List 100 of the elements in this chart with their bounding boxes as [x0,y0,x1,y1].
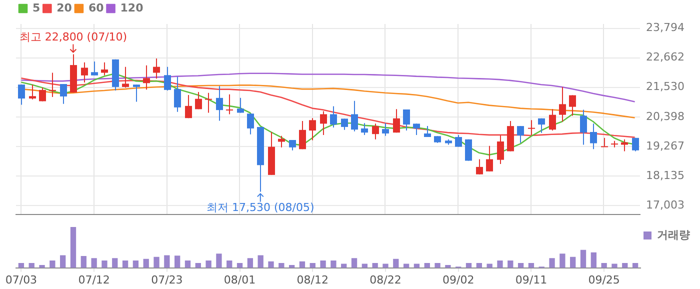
candlestick [382,122,389,136]
candlestick [497,135,504,164]
candlestick [351,100,358,132]
bar [632,262,638,268]
bar [466,262,472,268]
candlestick [60,84,67,104]
bar [268,261,274,268]
bar [91,258,97,268]
y-tick-label: 18,135 [646,168,684,182]
bar [206,260,212,268]
bar [216,254,222,268]
candlestick [237,97,244,114]
bar [70,227,76,268]
bar [434,262,440,268]
candlestick [309,118,316,141]
bar [518,262,524,268]
candlestick [29,84,36,100]
candlestick [455,134,462,148]
candlestick [341,118,348,130]
candlestick [247,113,254,135]
bar [580,250,586,268]
bar [508,260,514,268]
bar [310,262,316,268]
bar [122,260,128,268]
candlestick [185,94,192,119]
bar [476,262,482,268]
bar [226,260,232,268]
bar [80,256,86,268]
candlestick [299,120,306,150]
candlestick [49,72,56,98]
bar [560,254,566,268]
bar [174,256,180,268]
bar [601,262,607,268]
bar [18,262,24,268]
y-tick-label: 19,267 [646,139,684,152]
bar [50,260,56,268]
bar [445,265,451,268]
candlestick [320,110,327,136]
bar [132,260,139,268]
legend-label: 5 [32,1,40,14]
candlestick [361,122,368,136]
candlestick [590,123,597,150]
candlestick [601,137,608,148]
bar [278,262,284,268]
bar [28,262,34,268]
x-tick-label: 07/12 [78,273,110,286]
bar [330,260,336,268]
candlestick [278,135,285,148]
bar [112,258,118,268]
candlestick [372,123,379,140]
bar [60,255,66,268]
bar [143,258,149,268]
y-tick-label: 21,530 [646,80,684,94]
candlestick [538,118,545,134]
bar [549,258,555,268]
candlestick [413,123,420,136]
bar [164,255,170,268]
candlestick [174,76,181,112]
candlestick [18,84,25,106]
x-tick-label: 08/22 [370,273,402,286]
legend-label: 60 [88,1,104,14]
bar [372,262,378,268]
x-tick-label: 08/12 [296,273,328,286]
bar [424,262,430,268]
candlestick [153,58,160,80]
bar [184,260,191,268]
y-tick-label: 23,794 [646,21,684,34]
bar [320,260,326,268]
candlestick [476,158,483,175]
legend-label: 120 [120,1,144,14]
candlestick [39,87,46,102]
y-tick-label: 22,662 [646,50,684,64]
candlestick [517,126,524,144]
candlestick [486,145,493,172]
candlestick [133,84,140,102]
bar [195,262,201,268]
candlestick [569,94,576,116]
bar [528,262,534,268]
annotation: 최저 17,530 (08/05) [206,201,314,214]
bar [497,260,503,268]
bar [39,265,45,268]
candlestick [226,94,233,115]
bar [382,264,388,268]
x-tick-label: 09/11 [515,273,548,286]
bar [590,252,596,268]
bar [612,264,618,268]
y-tick-label: 20,398 [646,110,684,123]
candlestick [122,66,129,88]
annotation: 최고 22,800 (07/10) [19,30,128,44]
legend-label: 거래량 [657,228,690,242]
candlestick [549,108,556,132]
candlestick [559,86,566,122]
candlestick [632,137,639,152]
bar [622,262,628,268]
candlestick [580,109,587,146]
legend-label: 20 [56,1,72,14]
x-tick-label: 09/02 [442,273,474,286]
bar [299,261,306,268]
bar [570,256,576,268]
candlestick [205,92,212,114]
